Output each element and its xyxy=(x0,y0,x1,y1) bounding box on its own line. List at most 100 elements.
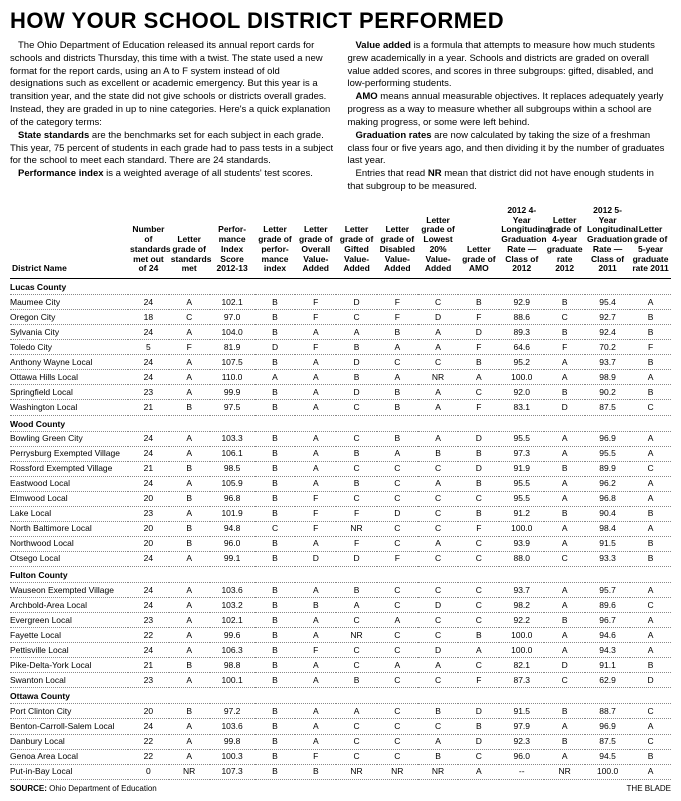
table-cell: A xyxy=(169,583,210,598)
table-cell: 96.9 xyxy=(585,431,630,446)
column-header: Letter grade of AMO xyxy=(458,204,499,279)
table-cell: 91.1 xyxy=(585,658,630,673)
table-cell: 100.3 xyxy=(210,749,255,764)
table-cell: 0 xyxy=(128,764,169,779)
table-cell: B xyxy=(336,370,377,385)
table-cell: 88.0 xyxy=(499,551,544,566)
table-cell: 87.5 xyxy=(585,734,630,749)
table-cell: 94.5 xyxy=(585,749,630,764)
table-cell: D xyxy=(377,506,418,521)
table-cell: 70.2 xyxy=(585,340,630,355)
intro-paragraph: Value added is a formula that attempts t… xyxy=(348,40,672,91)
table-cell: A xyxy=(630,764,671,779)
table-cell: A xyxy=(377,446,418,461)
table-cell: B xyxy=(255,583,296,598)
table-cell: A xyxy=(255,370,296,385)
table-row: Port Clinton City20B97.2BAACBD91.5B88.7C xyxy=(10,704,671,719)
table-cell: Sylvania City xyxy=(10,325,128,340)
table-cell: A xyxy=(295,400,336,415)
table-cell: A xyxy=(169,295,210,310)
table-cell: B xyxy=(169,658,210,673)
table-row: Wauseon Exempted Village24A103.6BABCCC93… xyxy=(10,583,671,598)
table-cell: 95.4 xyxy=(585,295,630,310)
table-cell: 20 xyxy=(128,704,169,719)
table-cell: 24 xyxy=(128,431,169,446)
table-cell: A xyxy=(295,385,336,400)
table-cell: 24 xyxy=(128,583,169,598)
table-row: Danbury Local22A99.8BACCAD92.3B87.5C xyxy=(10,734,671,749)
table-cell: D xyxy=(630,673,671,688)
table-cell: C xyxy=(418,491,459,506)
table-cell: C xyxy=(377,643,418,658)
table-cell: C xyxy=(377,521,418,536)
table-cell: D xyxy=(255,340,296,355)
table-cell: Put-in-Bay Local xyxy=(10,764,128,779)
table-cell: A xyxy=(295,673,336,688)
table-cell: NR xyxy=(336,628,377,643)
table-cell: F xyxy=(458,310,499,325)
table-cell: C xyxy=(377,673,418,688)
table-cell: 24 xyxy=(128,295,169,310)
table-cell: A xyxy=(295,476,336,491)
table-cell: F xyxy=(630,340,671,355)
table-row: Put-in-Bay Local0NR107.3BBNRNRNRA--NR100… xyxy=(10,764,671,779)
table-cell: A xyxy=(544,749,585,764)
table-cell: 89.9 xyxy=(585,461,630,476)
table-cell: 88.7 xyxy=(585,704,630,719)
table-cell: C xyxy=(377,749,418,764)
table-cell: 96.8 xyxy=(210,491,255,506)
table-cell: B xyxy=(630,749,671,764)
table-cell: C xyxy=(336,400,377,415)
table-cell: Pike-Delta-York Local xyxy=(10,658,128,673)
county-name: Wood County xyxy=(10,415,671,431)
table-cell: A xyxy=(544,476,585,491)
table-row: Genoa Area Local22A100.3BFCCBC96.0A94.5B xyxy=(10,749,671,764)
table-cell: C xyxy=(630,461,671,476)
table-cell: B xyxy=(255,536,296,551)
table-cell: A xyxy=(295,704,336,719)
table-cell: 96.0 xyxy=(210,536,255,551)
table-cell: Rossford Exempted Village xyxy=(10,461,128,476)
table-cell: A xyxy=(418,431,459,446)
table-cell: C xyxy=(418,583,459,598)
table-cell: B xyxy=(544,325,585,340)
table-cell: 24 xyxy=(128,719,169,734)
table-cell: B xyxy=(544,704,585,719)
table-cell: 96.2 xyxy=(585,476,630,491)
intro-paragraph: Graduation rates are now calculated by t… xyxy=(348,130,672,168)
footer: SOURCE: Ohio Department of Education THE… xyxy=(10,784,671,793)
table-cell: C xyxy=(377,628,418,643)
table-cell: Lake Local xyxy=(10,506,128,521)
table-cell: B xyxy=(169,400,210,415)
table-cell: C xyxy=(336,734,377,749)
table-cell: 21 xyxy=(128,461,169,476)
table-cell: D xyxy=(336,385,377,400)
table-cell: 97.2 xyxy=(210,704,255,719)
table-cell: A xyxy=(630,431,671,446)
table-cell: A xyxy=(336,325,377,340)
table-cell: A xyxy=(169,719,210,734)
table-cell: A xyxy=(544,719,585,734)
table-cell: 98.8 xyxy=(210,658,255,673)
table-cell: 100.0 xyxy=(499,521,544,536)
table-cell: C xyxy=(377,583,418,598)
table-cell: A xyxy=(418,385,459,400)
table-cell: B xyxy=(255,704,296,719)
table-row: Toledo City5F81.9DFBAAF64.6F70.2F xyxy=(10,340,671,355)
table-cell: A xyxy=(169,370,210,385)
table-cell: A xyxy=(295,431,336,446)
column-header: Letter grade of Lowest 20% Value-Added xyxy=(418,204,459,279)
table-cell: B xyxy=(336,340,377,355)
table-cell: F xyxy=(377,295,418,310)
table-cell: 110.0 xyxy=(210,370,255,385)
table-cell: A xyxy=(630,295,671,310)
table-row: Perrysburg Exempted Village24A106.1BABAB… xyxy=(10,446,671,461)
table-cell: D xyxy=(336,355,377,370)
table-cell: C xyxy=(336,749,377,764)
table-cell: D xyxy=(544,658,585,673)
table-cell: -- xyxy=(499,764,544,779)
table-cell: B xyxy=(255,491,296,506)
table-cell: A xyxy=(295,325,336,340)
table-cell: A xyxy=(544,521,585,536)
table-cell: C xyxy=(458,749,499,764)
